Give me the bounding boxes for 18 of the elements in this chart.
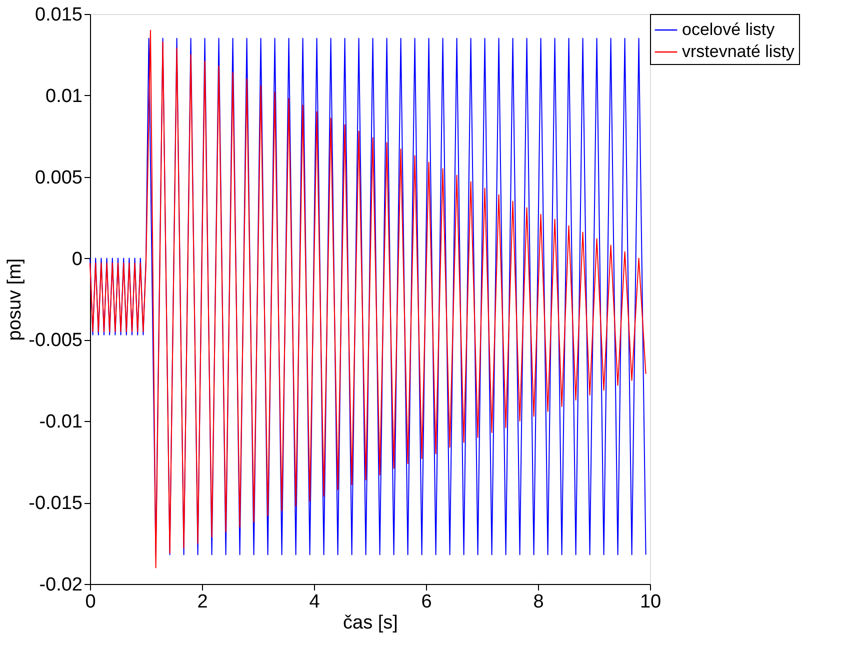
legend-label: vrstevnaté listy [682, 42, 795, 61]
x-tick-label: 2 [197, 592, 208, 612]
y-tick-label: -0.015 [28, 493, 82, 514]
y-tick-label: 0.01 [46, 86, 82, 107]
x-tick-label: 8 [533, 592, 544, 612]
y-axis-title: posuv [m] [4, 258, 26, 341]
y-tick-label: 0 [72, 248, 82, 270]
x-tick-label: 4 [309, 592, 320, 612]
y-tick-label: 0.005 [34, 167, 82, 188]
x-tick-label: 0 [85, 592, 96, 612]
y-tick-label: -0.02 [39, 574, 82, 596]
y-tick-label: 0.015 [34, 4, 82, 26]
y-tick-label: -0.005 [28, 330, 82, 352]
y-tick-label: -0.01 [39, 412, 82, 433]
legend-label: ocelové listy [682, 20, 776, 39]
x-axis-title: čas [s] [343, 612, 398, 634]
x-tick-label: 6 [421, 592, 432, 612]
x-tick-label: 10 [640, 592, 662, 612]
